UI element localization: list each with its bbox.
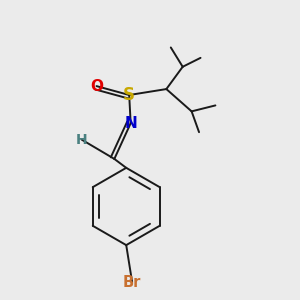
Text: O: O (90, 79, 103, 94)
Text: Br: Br (123, 275, 141, 290)
Text: H: H (76, 133, 88, 147)
Text: S: S (123, 86, 135, 104)
Text: N: N (124, 116, 137, 131)
